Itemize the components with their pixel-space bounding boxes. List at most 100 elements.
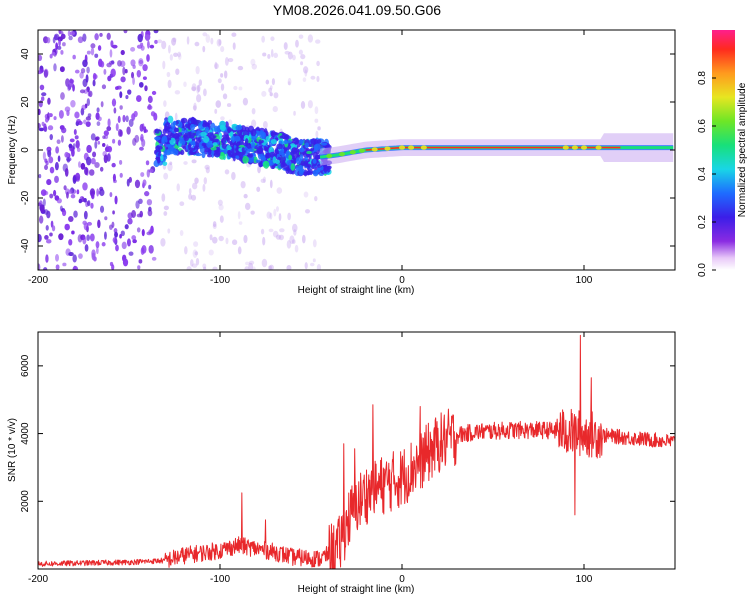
spectrogram-cell <box>309 262 315 267</box>
spectrogram-cell <box>190 123 196 130</box>
spectrogram-cell <box>42 198 46 207</box>
spectrogram-cell <box>56 198 62 204</box>
spectrogram-cell <box>202 32 208 37</box>
spectrogram-cell <box>132 76 135 86</box>
spectrogram-cell <box>106 126 112 132</box>
spectrogram-cell <box>43 190 49 196</box>
spectrogram-cell <box>256 147 263 155</box>
spectrogram-cell <box>78 161 81 168</box>
spectrogram-cell <box>38 108 41 116</box>
spectrogram-cell <box>84 244 89 252</box>
spectrogram-cell <box>53 189 57 197</box>
spectrogram-cell <box>256 186 261 192</box>
spectrogram-cell <box>69 79 75 84</box>
spectrogram-cell <box>280 155 287 163</box>
spectrogram-cell <box>80 68 86 74</box>
spectrogram-cell <box>146 105 153 110</box>
chart-title: YM08.2026.041.09.50.G06 <box>272 2 442 18</box>
spectrogram-cell <box>220 83 225 91</box>
spectrogram-cell <box>41 96 45 102</box>
spectrogram-cell <box>302 77 307 83</box>
snr-x-tick-label: -100 <box>210 574 230 585</box>
spectrogram-cell <box>190 259 194 267</box>
spectrogram-cell <box>68 239 73 246</box>
spectrogram-cell <box>122 66 126 76</box>
spectrogram-cell <box>82 236 87 245</box>
spectrogram-cell <box>78 253 83 259</box>
spectrogram-cell <box>58 39 61 47</box>
spectrogram-cell <box>45 117 49 123</box>
spectrogram-cell <box>148 245 154 254</box>
snr-y-label: SNR (10 * v/v) <box>7 418 18 482</box>
spectrogram-cell <box>233 85 238 91</box>
spectrogram-cell <box>143 126 147 134</box>
spectrogram-cell <box>269 92 273 97</box>
spectrogram-cell <box>281 152 286 158</box>
spectrogram-cell <box>109 192 113 198</box>
spectrogram-cell <box>104 216 108 221</box>
spectrogram-cell <box>204 126 210 134</box>
spectrogram-cell <box>83 210 88 220</box>
spectrogram-cell <box>220 137 227 144</box>
spectrogram-cell <box>206 142 214 148</box>
spectrogram-cell <box>72 175 77 184</box>
spectrogram-cell <box>163 211 168 216</box>
spectrogram-ridge-core <box>365 146 621 151</box>
spectrogram-cell <box>166 71 171 78</box>
spectrogram-cell <box>161 40 167 50</box>
spectrogram-cell <box>267 54 271 59</box>
spectrogram-cell <box>260 155 265 161</box>
spectrogram-cell <box>315 39 321 44</box>
spectrogram-cell <box>101 242 106 247</box>
spectrogram-cell <box>215 100 222 108</box>
spectrogram-cell <box>45 254 49 263</box>
spectrogram-cell <box>74 69 80 74</box>
spectrogram-cell <box>77 234 83 243</box>
spectrogram-cell <box>157 145 163 150</box>
spectrogram-cell <box>174 112 178 122</box>
spectrogram-cell <box>167 115 174 124</box>
spectrogram-cell <box>85 116 92 121</box>
spectrogram-cell <box>90 43 96 49</box>
spectrogram-cell <box>128 251 134 256</box>
spectrogram-cell <box>89 233 95 242</box>
spectrogram-cell <box>135 200 140 209</box>
spectrogram-cell <box>96 107 100 113</box>
spectrogram-cell <box>201 151 206 159</box>
spectrogram-cell <box>257 165 261 174</box>
colorbar-tick-label: 0.4 <box>697 167 708 181</box>
spectrogram-cell <box>162 161 168 166</box>
spectrogram-cell <box>62 42 66 47</box>
spectrogram-cell <box>216 38 222 47</box>
spectrogram-cell <box>60 49 64 55</box>
spectrogram-cell <box>66 191 69 199</box>
spectrogram-cell <box>90 47 95 56</box>
spectrogram-ridge-knot <box>371 147 378 152</box>
spectrogram-cell <box>312 169 319 175</box>
spectrogram-y-label: Frequency (Hz) <box>7 116 18 185</box>
spectrogram-y-tick-label: -40 <box>20 238 31 253</box>
spectrogram-cell <box>250 142 256 149</box>
spectrogram-cell <box>141 229 145 237</box>
spectrogram-cell <box>259 131 266 139</box>
spectrogram-cell <box>120 76 126 83</box>
snr-x-tick-label: -200 <box>28 574 48 585</box>
spectrogram-cell <box>76 189 80 195</box>
spectrogram-cell <box>74 135 79 140</box>
spectrogram-ridge-knot <box>408 145 415 150</box>
spectrogram-cell <box>45 239 52 244</box>
spectrogram-cell <box>304 69 308 77</box>
spectrogram-cell <box>250 128 257 137</box>
spectrogram-cell <box>190 194 197 201</box>
spectrogram-cell <box>283 42 288 50</box>
spectrogram-cell <box>167 228 171 234</box>
spectrogram-cell <box>111 44 118 49</box>
spectrogram-cell <box>137 33 143 43</box>
spectrogram-cell <box>173 127 180 133</box>
spectrogram-cell <box>287 81 291 86</box>
spectrogram-cell <box>147 209 153 217</box>
spectrogram-cell <box>268 87 273 93</box>
spectrogram-cell <box>146 198 153 206</box>
spectrogram-cell <box>136 227 141 233</box>
spectrogram-cell <box>215 149 221 156</box>
